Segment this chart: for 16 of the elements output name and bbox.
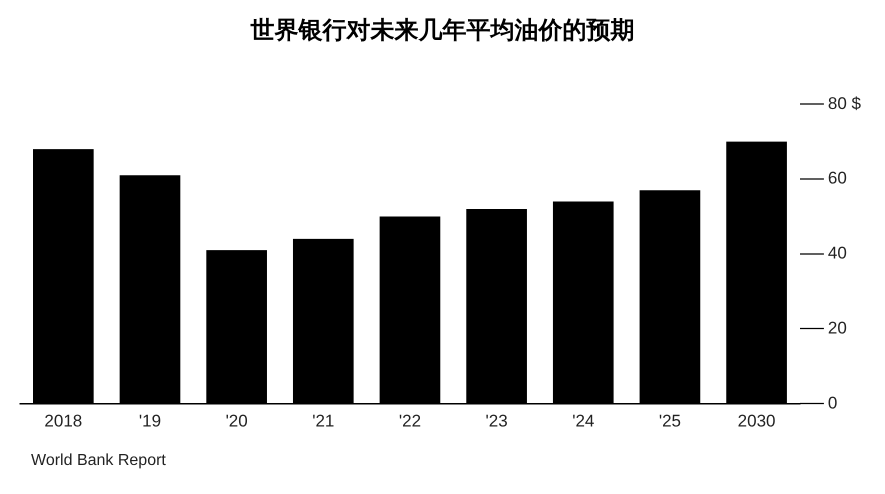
x-tick-label: 2018 [44, 411, 82, 430]
x-tick-label: '24 [572, 411, 594, 430]
y-tick-label: 60 [828, 168, 847, 188]
text: World Bank Report [31, 452, 166, 470]
y-tick-label: 20 [828, 318, 847, 338]
x-tick-label: '22 [398, 411, 422, 430]
x-tick-label: 2030 [738, 411, 776, 430]
x-tick-label: '25 [658, 411, 682, 430]
x-tick-label: '23 [486, 411, 508, 430]
x-tick-label: '19 [138, 411, 162, 430]
y-tick-label: 0 [828, 393, 838, 412]
y-tick-label: 80 $ [828, 94, 862, 113]
x-tick-label: '21 [312, 411, 334, 430]
x-tick-label: '20 [226, 411, 248, 430]
chart-title: 世界银行对未来几年平均油价的预期 [250, 14, 636, 46]
y-tick-label: 40 [828, 244, 847, 263]
